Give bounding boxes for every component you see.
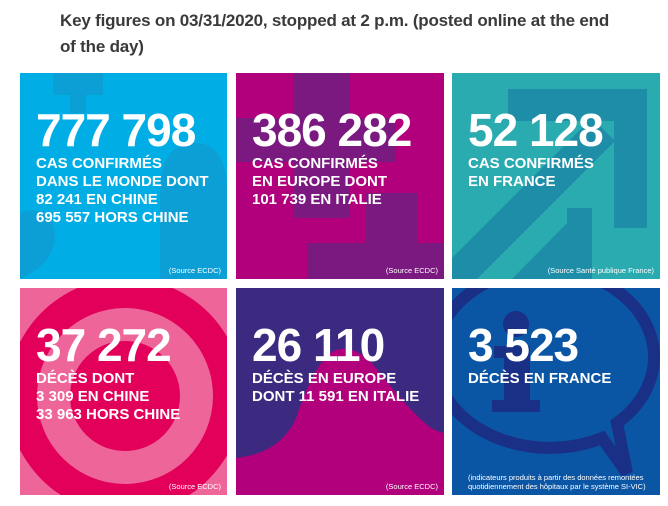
stat-label-line: DONT 11 591 EN ITALIE [252,388,420,405]
info-speech-bubble-icon [452,288,660,477]
tile-world-deaths: 37 272 DÉCÈS DONT 3 309 EN CHINE 33 963 … [20,288,227,495]
bell-curve-icon [236,348,444,495]
target-icon [20,288,227,495]
source-label: (Source ECDC) [168,266,221,275]
source-label: (Source Santé publique France) [547,266,654,275]
tile-france-cases: 52 128 CAS CONFIRMÉS EN FRANCE (Source S… [452,73,660,279]
plus-cross-icon [236,73,444,279]
stat-label-line: CAS CONFIRMÉS [468,155,594,172]
stat-label-line: CAS CONFIRMÉS [36,155,162,172]
stat-number: 3 523 [468,319,579,371]
stat-number: 52 128 [468,104,604,156]
thermometer-icon [20,73,227,279]
tile-world-cases: 777 798 CAS CONFIRMÉS DANS LE MONDE DONT… [20,73,227,279]
stat-label-line: 101 739 EN ITALIE [252,191,382,208]
stat-label: DÉCÈS EN EUROPE DONT 11 591 EN ITALIE [252,370,419,406]
stat-number: 26 110 [252,319,385,371]
stat-label-line: 33 963 HORS CHINE [36,406,181,423]
stat-label: DÉCÈS DONT 3 309 EN CHINE 33 963 HORS CH… [36,370,180,424]
stat-number: 37 272 [36,319,172,371]
note-label: (indicateurs produits à partir des donné… [468,473,646,491]
stat-label-line: DÉCÈS EN FRANCE [468,370,612,387]
stat-label-line: 82 241 EN CHINE [36,191,158,208]
tile-france-deaths: 3 523 DÉCÈS EN FRANCE (indicateurs produ… [452,288,660,495]
stat-label: CAS CONFIRMÉS EN FRANCE [468,155,594,191]
stat-label-line: 3 309 EN CHINE [36,388,150,405]
source-label: (Source ECDC) [168,482,221,491]
stat-label-line: DÉCÈS DONT [36,370,135,387]
arrow-up-right-icon [452,89,647,279]
stat-label-line: DÉCÈS EN EUROPE [252,370,397,387]
stat-label-line: CAS CONFIRMÉS [252,155,378,172]
stat-label: CAS CONFIRMÉS DANS LE MONDE DONT 82 241 … [36,155,209,227]
page-heading: Key figures on 03/31/2020, stopped at 2 … [60,11,610,56]
stat-number: 777 798 [36,104,196,156]
tile-europe-cases: 386 282 CAS CONFIRMÉS EN EUROPE DONT 101… [236,73,444,279]
tile-europe-deaths: 26 110 DÉCÈS EN EUROPE DONT 11 591 EN IT… [236,288,444,495]
stat-label-line: 695 557 HORS CHINE [36,209,189,226]
stat-label-line: DANS LE MONDE DONT [36,173,209,190]
stat-label: CAS CONFIRMÉS EN EUROPE DONT 101 739 EN … [252,155,387,209]
stat-label: DÉCÈS EN FRANCE [468,370,611,388]
stat-label-line: EN EUROPE DONT [252,173,388,190]
source-label: (Source ECDC) [385,482,438,491]
stat-number: 386 282 [252,104,412,156]
stat-label-line: EN FRANCE [468,173,556,190]
source-label: (Source ECDC) [385,266,438,275]
